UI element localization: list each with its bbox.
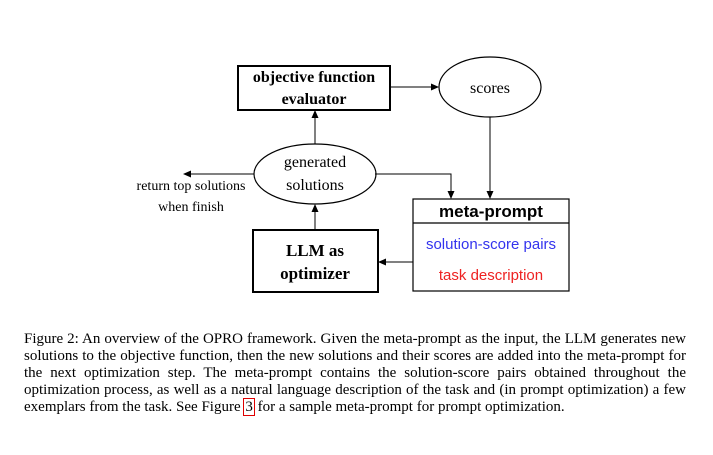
llm-label-line1: LLM as <box>286 241 344 260</box>
generated-solutions-node: generated solutions <box>253 143 377 205</box>
generated-label-line2: solutions <box>286 177 344 194</box>
meta-prompt-node: meta-prompt solution-score pairs task de… <box>412 198 570 292</box>
evaluator-node: objective function evaluator <box>237 65 391 111</box>
task-description-label: task description <box>439 267 543 284</box>
caption-text: Figure 2: An overview of the OPRO framew… <box>24 331 686 415</box>
return-note-line1: return top solutions <box>137 179 246 194</box>
scores-node: scores <box>438 56 542 118</box>
llm-optimizer-node: LLM as optimizer <box>252 229 379 293</box>
scores-label: scores <box>470 80 510 97</box>
return-note: return top solutions when finish <box>137 179 246 215</box>
figure-reference-link[interactable]: 3 <box>243 398 255 416</box>
caption-text-end: for a sample meta-prompt for prompt opti… <box>253 399 565 415</box>
generated-label-line1: generated <box>284 154 346 171</box>
opro-framework-diagram: objective function evaluator scores gene… <box>137 56 570 293</box>
arrow-generated-to-meta-prompt <box>375 173 455 199</box>
evaluator-label-line2: evaluator <box>282 91 347 108</box>
solution-score-pairs-label: solution-score pairs <box>426 236 556 253</box>
figure-caption: Figure 2: An overview of the OPRO framew… <box>24 331 686 416</box>
llm-label-line2: optimizer <box>280 264 350 283</box>
meta-prompt-title: meta-prompt <box>439 202 543 221</box>
return-note-line2: when finish <box>158 200 224 215</box>
evaluator-label-line1: objective function <box>253 69 375 86</box>
